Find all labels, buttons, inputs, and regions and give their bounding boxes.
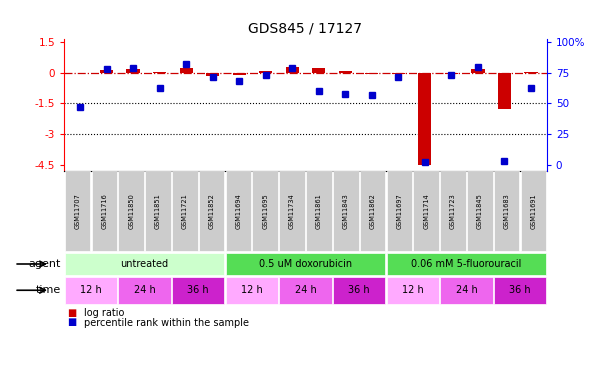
Bar [206,73,219,76]
Bar [471,69,485,73]
Bar [524,72,538,73]
Text: ■: ■ [67,318,76,327]
Text: 36 h: 36 h [509,285,531,295]
Bar [126,69,140,73]
Bar [73,72,87,73]
Text: GSM11683: GSM11683 [503,194,510,229]
Text: 36 h: 36 h [188,285,209,295]
Text: GSM11721: GSM11721 [182,194,188,229]
Text: 0.06 mM 5-fluorouracil: 0.06 mM 5-fluorouracil [411,259,522,269]
Text: ■: ■ [67,308,76,318]
Text: GSM11843: GSM11843 [343,194,349,229]
Text: GSM11850: GSM11850 [128,194,134,229]
Text: 0.5 uM doxorubicin: 0.5 uM doxorubicin [259,259,352,269]
Text: GSM11714: GSM11714 [423,194,429,229]
Text: GSM11723: GSM11723 [450,194,456,229]
Bar [392,73,405,74]
Text: GSM11845: GSM11845 [477,194,483,229]
Bar [338,71,352,73]
Bar [445,73,458,74]
Text: percentile rank within the sample: percentile rank within the sample [84,318,249,327]
Text: time: time [36,285,61,295]
Text: 12 h: 12 h [80,285,102,295]
Text: GSM11691: GSM11691 [530,194,536,229]
Text: GSM11734: GSM11734 [289,194,295,229]
Text: untreated: untreated [120,259,169,269]
Bar [312,69,326,73]
Text: log ratio: log ratio [84,308,125,318]
Text: GSM11861: GSM11861 [316,194,322,229]
Bar [153,72,166,73]
Bar [180,68,193,73]
Bar [418,73,431,165]
Text: 12 h: 12 h [241,285,263,295]
Text: 12 h: 12 h [402,285,423,295]
Text: GSM11695: GSM11695 [262,194,268,229]
Text: GSM11852: GSM11852 [208,194,214,229]
Text: GSM11862: GSM11862 [370,194,376,229]
Text: GSM11716: GSM11716 [101,194,108,229]
Text: GSM11697: GSM11697 [397,194,403,229]
Text: 24 h: 24 h [295,285,316,295]
Text: 24 h: 24 h [134,285,155,295]
Bar [365,73,378,74]
Bar [100,70,113,73]
Bar [285,67,299,73]
Text: 24 h: 24 h [456,285,477,295]
Text: agent: agent [29,259,61,269]
Text: 36 h: 36 h [348,285,370,295]
Text: GSM11851: GSM11851 [155,194,161,229]
Bar [259,70,273,73]
Text: GSM11707: GSM11707 [75,194,81,229]
Bar [498,73,511,108]
Bar [233,73,246,75]
Text: GDS845 / 17127: GDS845 / 17127 [249,22,362,36]
Text: GSM11694: GSM11694 [235,194,241,229]
